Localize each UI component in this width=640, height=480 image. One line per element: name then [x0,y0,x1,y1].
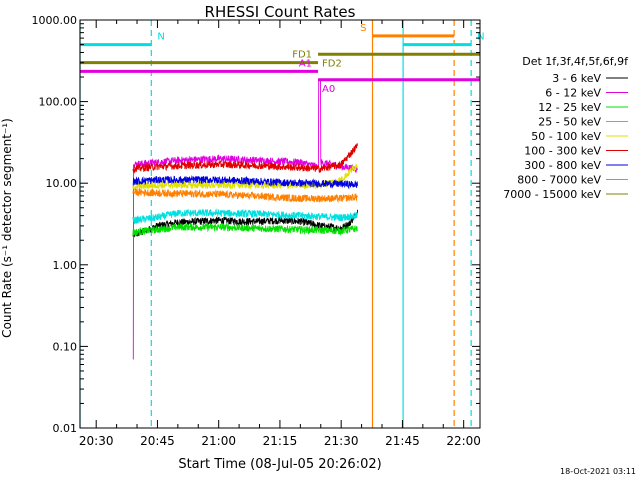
legend-entry-label: 3 - 6 keV [552,72,601,85]
series-3-to-6kev [132,209,358,238]
legend-entry-label: 800 - 7000 keV [517,174,601,187]
series-100-to-300kev [132,143,358,174]
series-25-to-50kev [132,208,358,225]
y-tick-label: 0.10 [53,340,78,353]
series-800-to-7000kev [132,188,358,204]
y-tick-label: 0.01 [53,422,78,435]
y-axis-label: Count Rate (s⁻¹ detector segment⁻¹) [0,118,14,338]
interval-markers: N N FD1 FD2 A1 A0 S [79,20,485,428]
x-tick-label: 21:00 [201,434,236,448]
chart-title: RHESSI Count Rates [205,3,356,21]
legend-entry-label: 6 - 12 keV [545,87,601,100]
interval-label-a1: A1 [299,58,312,69]
series-300-to-800kev [132,175,358,190]
y-tick-label: 10.00 [46,177,78,190]
interval-label-n: N [477,32,484,43]
interval-label-fd1: FD1 [292,50,312,61]
interval-label-n: N [157,32,164,43]
legend-entry-label: 25 - 50 keV [538,116,601,129]
x-tick-label: 20:30 [79,434,114,448]
x-tick-label: 21:15 [263,434,298,448]
x-axis-label: Start Time (08-Jul-05 20:26:02) [178,457,381,472]
x-tick-label: 20:45 [140,434,175,448]
series-12-to-25kev [132,222,358,236]
legend-entry-label: 100 - 300 keV [524,145,601,158]
interval-label-s: S [360,23,366,34]
x-tick-label: 21:30 [324,434,359,448]
interval-label-fd2: FD2 [322,58,342,69]
series-6-to-12kev [132,78,358,360]
legend-entry-label: 12 - 25 keV [538,101,601,114]
footer-timestamp: 18-Oct-2021 03:11 [560,467,636,476]
y-tick-label: 1.00 [53,259,78,272]
x-tick-label: 21:45 [385,434,420,448]
legend-entry-label: 7000 - 15000 keV [503,188,601,201]
legend-entry-label: 300 - 800 keV [524,159,601,172]
series-traces [132,78,358,360]
y-tick-label: 100.00 [39,96,78,109]
legend: Det 1f,3f,4f,5f,6f,9f 3 - 6 keV 6 - 12 keV… [503,55,629,201]
interval-label-a0: A0 [322,84,335,95]
x-tick-label: 22:00 [446,434,481,448]
y-tick-label: 1000.00 [32,14,78,27]
axes: 0.01 0.10 1.00 10.00 100.00 1000.00 20:30 20:45… [32,14,481,448]
legend-title: Det 1f,3f,4f,5f,6f,9f [522,55,629,68]
legend-entry-label: 50 - 100 keV [531,130,601,143]
